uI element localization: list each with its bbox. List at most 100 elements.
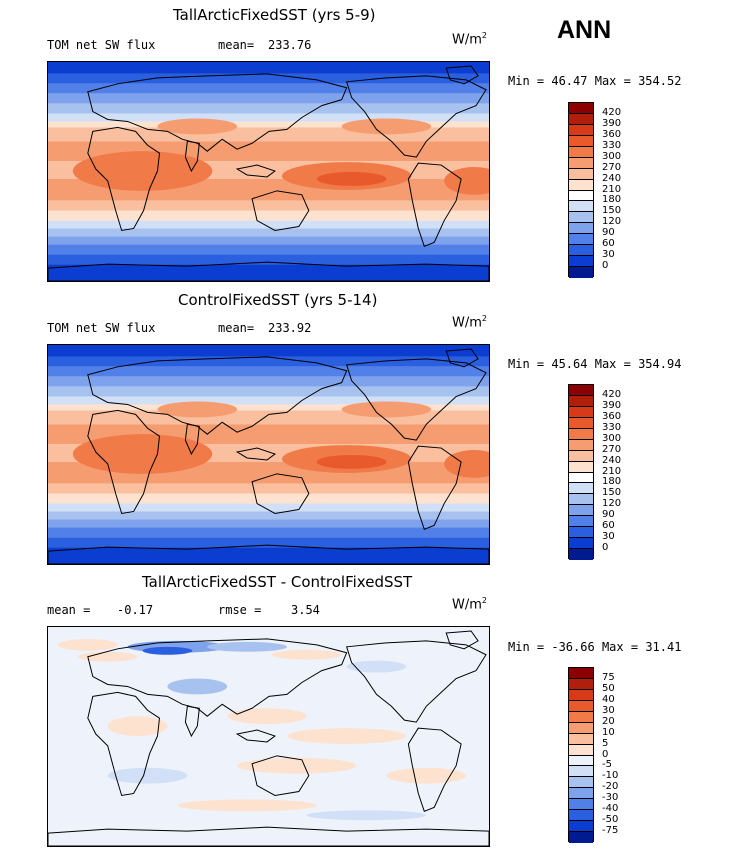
field-band [48, 547, 489, 564]
field-band [48, 73, 489, 84]
colorbar-label: -20 [602, 781, 619, 793]
field-anomaly [207, 641, 287, 652]
colorbar-label: 0 [602, 542, 609, 554]
colorbar-swatch [569, 428, 593, 440]
colorbar-swatch [569, 538, 593, 550]
field-band [48, 244, 489, 255]
colorbar-label: 270 [602, 161, 622, 173]
colorbar-swatch [569, 406, 593, 418]
colorbar-label: -30 [602, 792, 619, 804]
field-band [48, 356, 489, 367]
colorbar-swatch [569, 395, 593, 407]
colorbar-label: 240 [602, 454, 622, 466]
colorbar-swatch [569, 744, 593, 756]
coastline [87, 691, 161, 797]
field-anomaly [167, 678, 228, 695]
panel2-title: ControlFixedSST (yrs 5-14) [178, 291, 378, 309]
colorbar-swatch [569, 245, 593, 257]
field-band [48, 121, 489, 128]
coastline [235, 164, 277, 178]
colorbar-label: 90 [602, 227, 615, 239]
panel1-colorbar [568, 102, 594, 278]
coastline [184, 423, 200, 456]
panel3-title: TallArcticFixedSST - ControlFixedSST [142, 573, 413, 591]
field-band [48, 83, 489, 94]
colorbar-label: 420 [602, 388, 622, 400]
coastline [445, 65, 479, 85]
colorbar-label: 270 [602, 443, 622, 455]
field-anomaly [306, 810, 427, 821]
field-band [48, 493, 489, 504]
coastline [235, 447, 277, 461]
colorbar-label: 30 [602, 249, 615, 261]
field-band [48, 366, 489, 377]
field-band [48, 345, 489, 357]
colorbar-swatch [569, 113, 593, 125]
colorbar-swatch [569, 821, 593, 833]
colorbar-swatch [569, 788, 593, 800]
colorbar-swatch [569, 494, 593, 506]
colorbar-label: 40 [602, 693, 615, 705]
colorbar-swatch [569, 505, 593, 517]
panel2-mean-value: 233.92 [268, 321, 312, 335]
field-band [48, 503, 489, 512]
panel3-map-svg [48, 627, 489, 846]
coastline [407, 162, 462, 247]
colorbar-label: -40 [602, 803, 619, 815]
colorbar-swatch [569, 146, 593, 158]
colorbar-swatch [569, 234, 593, 246]
colorbar-label: 180 [602, 194, 622, 206]
coastline [48, 261, 489, 281]
colorbar-label: 330 [602, 421, 622, 433]
field-band [48, 93, 489, 104]
field-band [48, 527, 489, 538]
colorbar-swatch [569, 700, 593, 712]
field-band [48, 511, 489, 520]
colorbar-swatch [569, 678, 593, 690]
coastline [87, 126, 161, 232]
field-anomaly [386, 767, 467, 784]
colorbar-swatch [569, 179, 593, 191]
coastline [251, 473, 310, 514]
field-nh-pacific [341, 401, 432, 418]
colorbar-label: 210 [602, 465, 622, 477]
colorbar-swatch [569, 527, 593, 539]
field-band [48, 200, 489, 211]
colorbar-label: 360 [602, 128, 622, 140]
colorbar-label: 180 [602, 476, 622, 488]
coastline [445, 348, 479, 368]
panel1-minmax: Min = 46.47 Max = 354.52 [508, 74, 682, 88]
panel2-mean-label: mean= [218, 321, 255, 335]
panel1-title: TallArcticFixedSST (yrs 5-9) [173, 6, 376, 24]
field-anomaly [57, 638, 118, 651]
colorbar-label: 90 [602, 509, 615, 521]
panel3-minmax: Min = -36.66 Max = 31.41 [508, 640, 682, 654]
colorbar-swatch [569, 516, 593, 528]
coastline [87, 638, 348, 717]
coastline [48, 826, 489, 846]
field-band [48, 386, 489, 397]
coastline [87, 356, 348, 435]
panel2-map-svg [48, 345, 489, 564]
colorbar-swatch [569, 212, 593, 224]
colorbar-swatch [569, 256, 593, 268]
colorbar-label: 120 [602, 216, 622, 228]
field-anomaly [237, 757, 357, 774]
colorbar-swatch [569, 461, 593, 473]
panel2-map [47, 344, 490, 565]
colorbar-swatch [569, 810, 593, 822]
field-band [48, 236, 489, 245]
coastline [407, 445, 462, 530]
coastline [445, 630, 479, 650]
coastline [345, 640, 487, 723]
field-band [48, 62, 489, 74]
field-anomaly [77, 651, 138, 662]
coastline [87, 409, 161, 515]
colorbar-swatch [569, 689, 593, 701]
colorbar-label: 330 [602, 139, 622, 151]
field-band [48, 210, 489, 221]
colorbar-swatch [569, 157, 593, 169]
coastline [87, 73, 348, 152]
field-anomaly [286, 728, 407, 744]
colorbar-label: 300 [602, 150, 622, 162]
